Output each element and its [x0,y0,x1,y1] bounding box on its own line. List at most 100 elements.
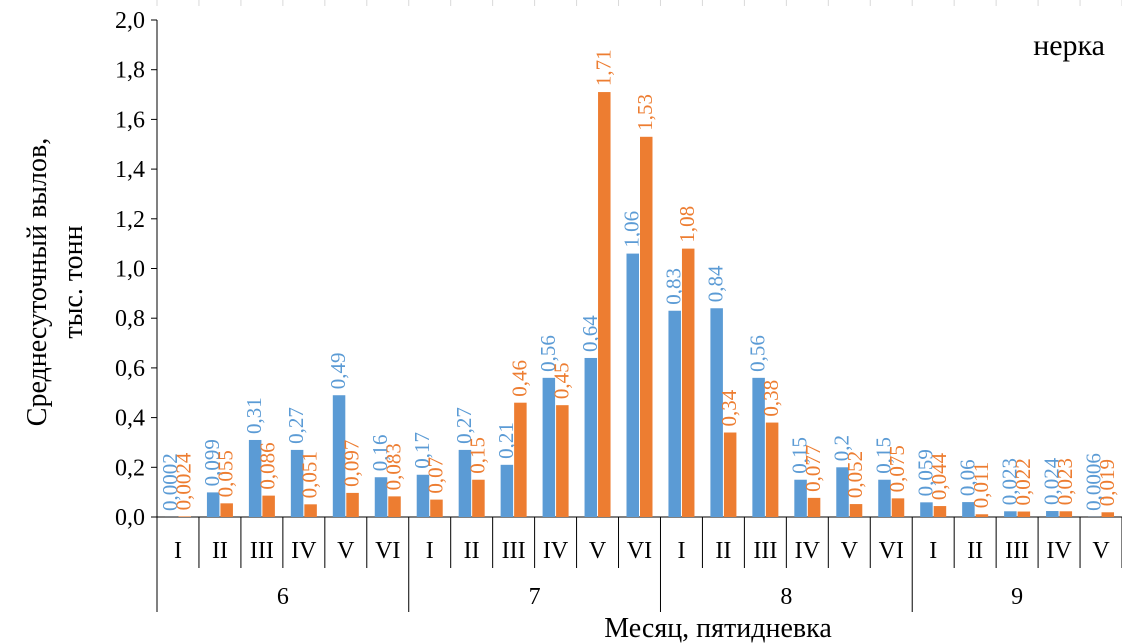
x-tick-label: II [212,538,228,564]
data-label: 0,34 [717,389,741,426]
y-tick-label: 0,4 [115,406,145,432]
data-label: 0,055 [214,450,238,497]
bar [598,92,611,517]
y-tick-label: 0,0 [115,505,145,531]
bar [836,467,849,517]
bar [807,497,821,517]
data-label: 0,086 [256,442,280,489]
bar [500,464,514,517]
y-axis-label-line-2: тыс. тонн [58,225,89,338]
data-label: 0,27 [452,407,476,444]
data-label: 0,022 [1011,458,1035,505]
data-label: 0,07 [423,457,447,494]
bar [178,516,191,517]
bar [262,495,275,517]
y-tick-label: 1,0 [115,257,145,283]
bar [710,308,723,517]
y-axis-label: Среднесуточный вылов, тыс. тонн [22,138,89,426]
data-label: 0,06 [955,459,979,496]
bar [346,492,359,517]
x-tick-label: I [426,538,434,564]
bar [891,498,905,517]
bar [849,504,863,517]
data-label: 0,023 [997,458,1021,505]
bar [962,502,975,517]
y-tick-label: 1,8 [115,58,145,84]
data-label: 1,53 [633,94,657,131]
bar [290,449,304,517]
bar [920,502,933,517]
x-tick-label: VI [879,538,904,564]
x-tick-label: II [715,538,731,564]
y-tick-label: 0,2 [115,455,145,481]
x-tick-label: VI [627,538,652,564]
bar [878,479,891,517]
data-label: 0,0024 [172,452,196,510]
x-tick-label: IV [1046,538,1072,564]
data-label: 0,044 [927,452,951,500]
data-label: 0,45 [549,362,573,399]
x-tick-label: II [967,538,983,564]
x-tick-label: II [464,538,480,564]
data-label: 0,019 [1095,459,1119,506]
data-label: 0,077 [801,445,825,492]
data-label: 0,083 [382,443,406,490]
x-tick-label: V [589,538,607,564]
x-tick-label: III [502,538,526,564]
bar [206,492,220,517]
x-tick-label: V [337,538,355,564]
x-tick-label: IV [795,538,821,564]
data-label: 1,06 [620,211,644,248]
bar [388,496,401,517]
month-label: 8 [780,584,792,610]
bar [933,506,947,517]
x-tick-label: I [174,538,182,564]
data-label: 0,099 [200,439,224,486]
bar [626,253,639,517]
data-label: 0,0006 [1081,453,1105,511]
x-tick-label: IV [543,538,569,564]
y-axis-label-line-1: Среднесуточный вылов, [22,138,53,426]
bar [556,405,569,517]
bar [975,514,989,517]
data-label: 0,2 [830,435,854,461]
data-label: 0,0002 [158,453,182,511]
y-tick-label: 0,6 [115,356,145,382]
data-label: 0,075 [885,445,909,492]
y-tick-label: 1,2 [115,207,145,233]
bar [248,439,262,517]
x-tick-label: I [677,538,685,564]
bar [472,479,485,517]
bar [458,449,472,517]
bar [1059,511,1073,517]
data-label: 0,84 [704,265,728,302]
data-label: 0,15 [871,437,895,474]
data-label: 0,15 [788,437,812,474]
x-tick-label: III [1005,538,1029,564]
data-label: 0,051 [298,451,322,498]
y-tick-label: 0,8 [115,306,145,332]
bar [1046,511,1059,517]
data-label: 0,16 [368,434,392,471]
bar [304,504,317,517]
bar [1017,511,1031,517]
bar [723,432,737,517]
bar [584,357,598,517]
data-label: 0,49 [326,352,350,389]
bar [752,377,765,517]
x-axis-label: Месяц, пятидневка [604,613,832,643]
data-label: 0,21 [494,422,518,459]
bar [542,377,556,517]
month-label: 9 [1011,584,1023,610]
data-label: 0,56 [536,335,560,372]
x-tick-label: I [929,538,937,564]
x-tick-label: VI [375,538,400,564]
y-tick-label: 1,6 [115,107,145,133]
x-tick-label: V [841,538,859,564]
bar [1101,512,1115,517]
x-tick-label: V [1092,538,1110,564]
bar [374,477,388,517]
chart-title: нерка [1033,29,1105,62]
data-label: 0,31 [242,397,266,434]
